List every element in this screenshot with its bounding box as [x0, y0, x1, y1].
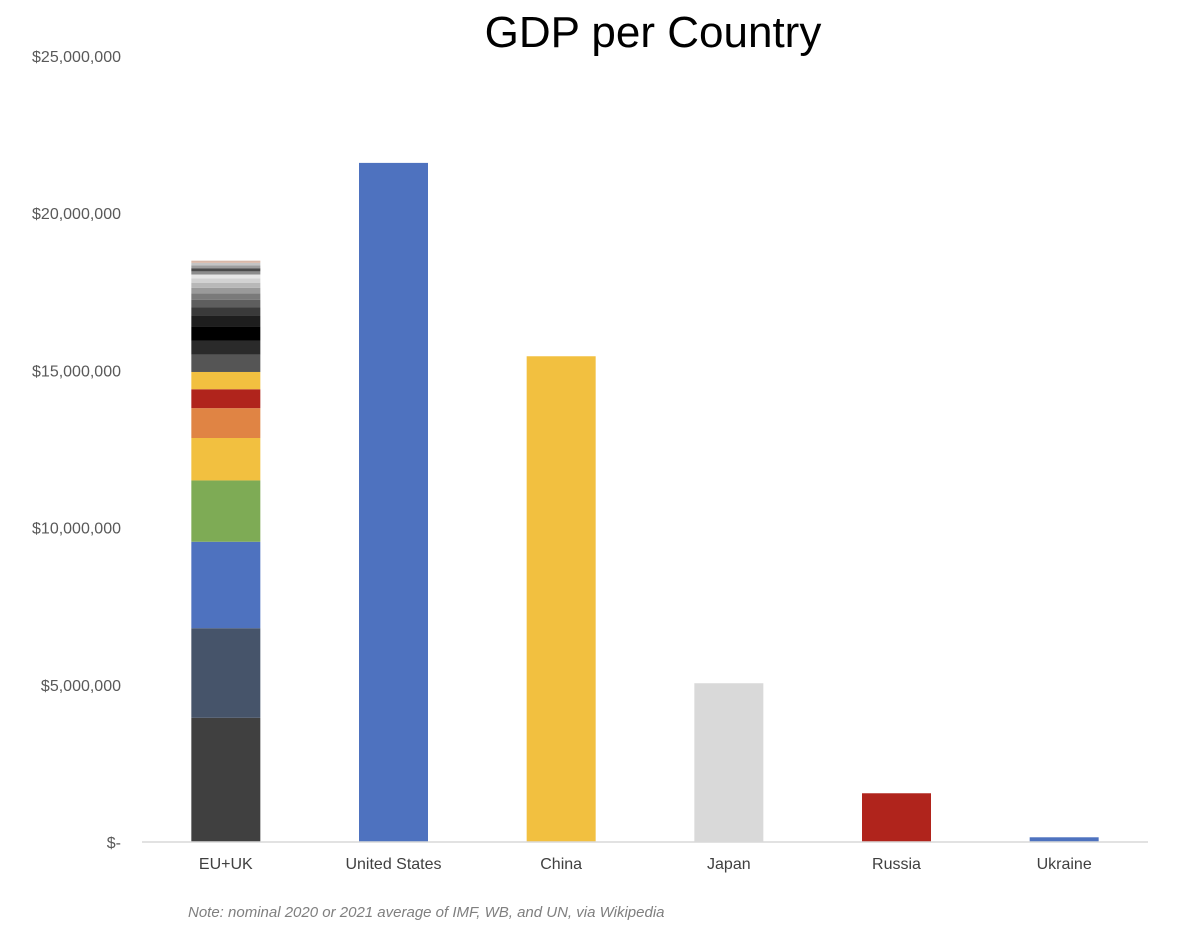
bar-segment — [191, 299, 261, 308]
bar-segment — [191, 265, 261, 269]
y-axis: $- $5,000,000 $10,000,000 $15,000,000 $20,00… — [32, 49, 121, 852]
bar-segment — [191, 268, 261, 272]
x-tick-label: Russia — [872, 856, 921, 873]
x-tick-label: China — [540, 856, 582, 873]
bar-segment — [191, 271, 261, 275]
bar-segment — [191, 541, 261, 629]
bar-segment — [191, 278, 261, 283]
x-tick-label: Ukraine — [1037, 856, 1092, 873]
bar-segment — [191, 282, 261, 288]
bar-segment — [191, 354, 261, 372]
x-axis: EU+UK United States China Japan Russia Ukrain… — [199, 856, 1092, 873]
bar-segment — [191, 260, 261, 263]
chart-title: GDP per Country — [485, 8, 822, 57]
bar-segment — [191, 307, 261, 316]
x-tick-label: United States — [345, 856, 441, 873]
bar-segment — [191, 274, 261, 279]
bar — [526, 356, 596, 842]
bar-segment — [191, 293, 261, 300]
chart-note: Note: nominal 2020 or 2021 average of IM… — [188, 904, 665, 921]
bar — [1029, 837, 1099, 842]
bar-segment — [191, 437, 261, 481]
bar — [862, 793, 931, 842]
x-tick-label: EU+UK — [199, 856, 253, 873]
bar-segment — [191, 717, 261, 842]
bar-segment — [191, 408, 261, 438]
y-tick-label: $5,000,000 — [41, 678, 121, 695]
bar-segment — [191, 262, 261, 266]
bars — [191, 162, 1099, 842]
y-tick-label: $20,000,000 — [32, 206, 121, 223]
bar-segment — [191, 315, 261, 327]
bar — [694, 683, 764, 842]
y-tick-label: $- — [107, 835, 121, 852]
bar-segment — [191, 389, 261, 409]
bar-segment — [191, 371, 261, 390]
bar-segment — [191, 480, 261, 542]
y-tick-label: $10,000,000 — [32, 521, 121, 538]
y-tick-label: $15,000,000 — [32, 363, 121, 380]
bar-stack — [191, 260, 261, 842]
bar-segment — [191, 340, 261, 355]
x-tick-label: Japan — [707, 856, 751, 873]
bar — [359, 162, 428, 842]
bar-segment — [191, 287, 261, 294]
y-tick-label: $25,000,000 — [32, 49, 121, 66]
bar-segment — [191, 628, 261, 718]
bar-segment — [191, 326, 261, 341]
